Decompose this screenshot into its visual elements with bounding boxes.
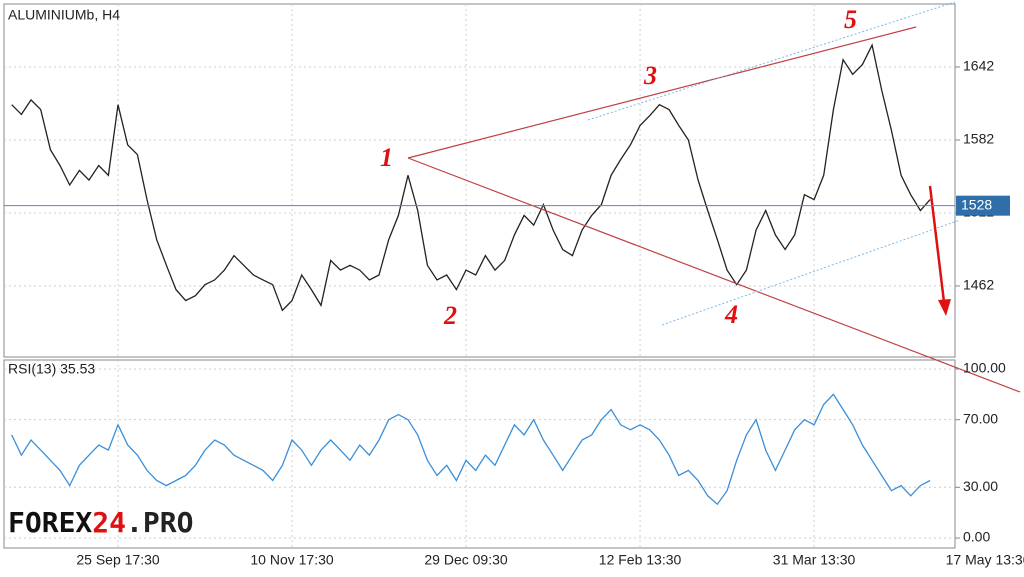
channel-line [587,1,956,121]
rsi-panel [3,359,956,549]
x-tick-label: 25 Sep 17:30 [76,552,160,568]
trend-line [407,26,917,159]
plot [11,43,931,506]
arrow [928,185,946,303]
annotation: 5 [844,5,857,34]
watermark: FOREX24.PRO [8,506,193,539]
y-tick-label: 0.00 [963,529,990,545]
y-tick-label: 100.00 [963,360,1006,376]
watermark-part: 24 [92,506,126,539]
y-tick-label: 1462 [963,277,994,293]
x-tick-label: 31 Mar 13:30 [773,552,856,568]
trend-line [407,157,1021,393]
x-tick-label: 17 May 13:30 [946,552,1024,568]
arrow-head [938,299,951,316]
grid [4,4,955,548]
x-tick-label: 29 Dec 09:30 [424,552,507,568]
channel-line [661,219,961,326]
price-panel [3,3,956,358]
annotation: 2 [443,301,457,330]
y-tick-label: 30.00 [963,478,998,494]
chart-title: ALUMINIUMb, H4 [8,7,120,23]
annotation: 3 [643,61,657,90]
x-tick-label: 12 Feb 13:30 [599,552,682,568]
y-tick-label: 1582 [963,131,994,147]
series-line [11,43,931,312]
y-tick-label: 70.00 [963,410,998,426]
rsi-title: RSI(13) 35.53 [8,361,95,377]
current-price-box [956,195,1010,216]
annotation: 1 [380,143,393,172]
series-line [11,393,931,506]
watermark-part: FOREX [8,506,92,539]
watermark-part: .PRO [126,506,193,539]
annotation: 4 [724,300,738,329]
current-price-label: 1528 [961,196,992,212]
x-tick-label: 10 Nov 17:30 [250,552,333,568]
y-tick-label: 1642 [963,58,994,74]
